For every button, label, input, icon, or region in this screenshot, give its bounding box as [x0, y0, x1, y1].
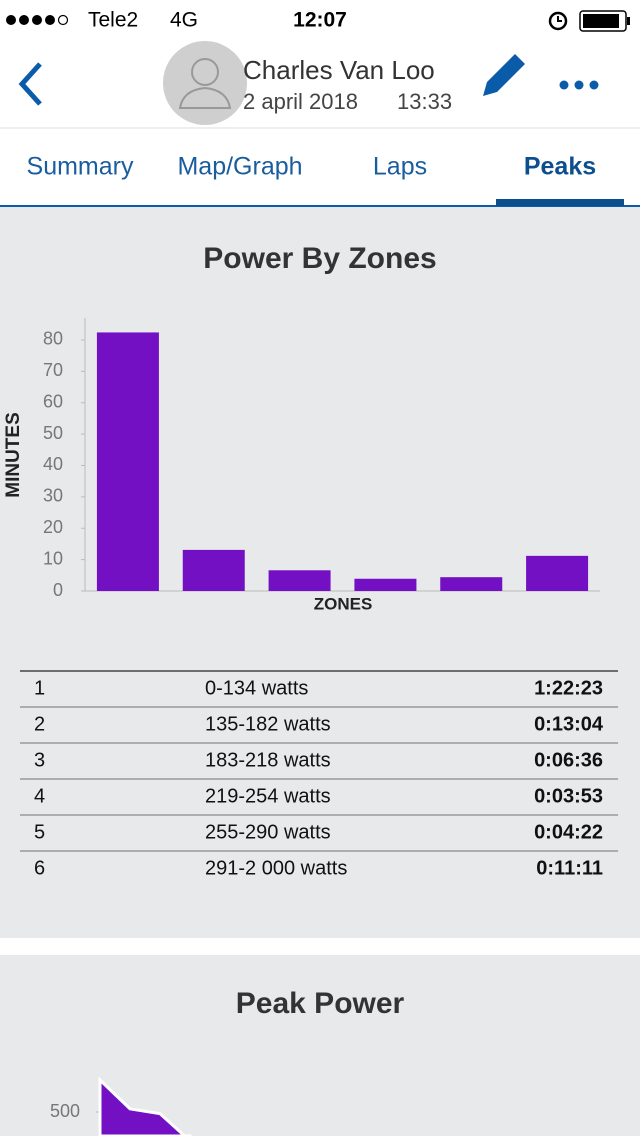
peak-card — [0, 955, 640, 1136]
chart-title: Power By Zones — [203, 242, 436, 275]
zone-number: 3 — [34, 749, 45, 771]
y-tick-label: 80 — [43, 329, 63, 349]
x-axis-label: ZONES — [314, 594, 373, 613]
edit-button[interactable] — [483, 54, 525, 96]
avatar — [163, 41, 247, 125]
y-tick-label: 60 — [43, 391, 63, 411]
activity-time: 13:33 — [397, 89, 452, 114]
zone-duration: 0:04:22 — [534, 821, 603, 843]
tab[interactable]: Map/Graph — [177, 153, 302, 181]
y-tick-label: 0 — [53, 580, 63, 600]
y-tick-label: 70 — [43, 360, 63, 380]
active-tab-indicator — [496, 199, 624, 206]
zone-duration: 1:22:23 — [534, 677, 603, 699]
clock: 12:07 — [293, 9, 347, 32]
y-tick-label: 10 — [43, 548, 63, 568]
bar — [96, 332, 159, 591]
battery — [579, 10, 630, 32]
chart-title: Peak Power — [236, 987, 405, 1020]
zone-range: 255-290 watts — [205, 821, 331, 843]
carrier: Tele2 — [88, 9, 138, 32]
athlete-name: Charles Van Loo — [243, 55, 435, 85]
alarm-icon — [548, 11, 568, 31]
area — [98, 1076, 192, 1136]
bar — [440, 577, 503, 591]
zone-number: 4 — [34, 785, 45, 807]
y-tick-label: 50 — [43, 423, 63, 443]
bar — [268, 570, 331, 591]
zone-duration: 0:03:53 — [534, 785, 603, 807]
zone-duration: 0:11:11 — [536, 857, 603, 879]
zone-number: 5 — [34, 821, 45, 843]
tab[interactable]: Laps — [373, 153, 427, 181]
zone-number: 2 — [34, 713, 45, 735]
zone-number: 6 — [34, 857, 45, 879]
tab[interactable]: Summary — [27, 153, 134, 181]
signal — [6, 14, 69, 26]
bar — [354, 578, 417, 591]
back-button[interactable] — [18, 62, 42, 106]
card-gap — [0, 938, 640, 955]
y-tick-label: 40 — [43, 454, 63, 474]
zone-duration: 0:06:36 — [534, 749, 603, 771]
zone-range: 0-134 watts — [205, 677, 308, 699]
network: 4G — [170, 9, 198, 32]
zone-range: 183-218 watts — [205, 749, 331, 771]
zone-range: 291-2 000 watts — [205, 857, 347, 879]
bar — [526, 555, 589, 591]
y-axis-label: MINUTES — [3, 412, 24, 498]
y-tick-label: 500 — [50, 1101, 80, 1121]
zone-number: 1 — [34, 677, 45, 699]
more-button[interactable] — [559, 80, 599, 90]
y-tick-label: 20 — [43, 517, 63, 537]
bar — [182, 549, 245, 591]
zone-duration: 0:13:04 — [534, 713, 604, 735]
zone-range: 219-254 watts — [205, 785, 331, 807]
y-tick-label: 30 — [43, 486, 63, 506]
activity-date: 2 april 2018 — [243, 89, 358, 114]
top-area — [0, 0, 640, 206]
zone-range: 135-182 watts — [205, 713, 331, 735]
tab[interactable]: Peaks — [524, 153, 596, 181]
